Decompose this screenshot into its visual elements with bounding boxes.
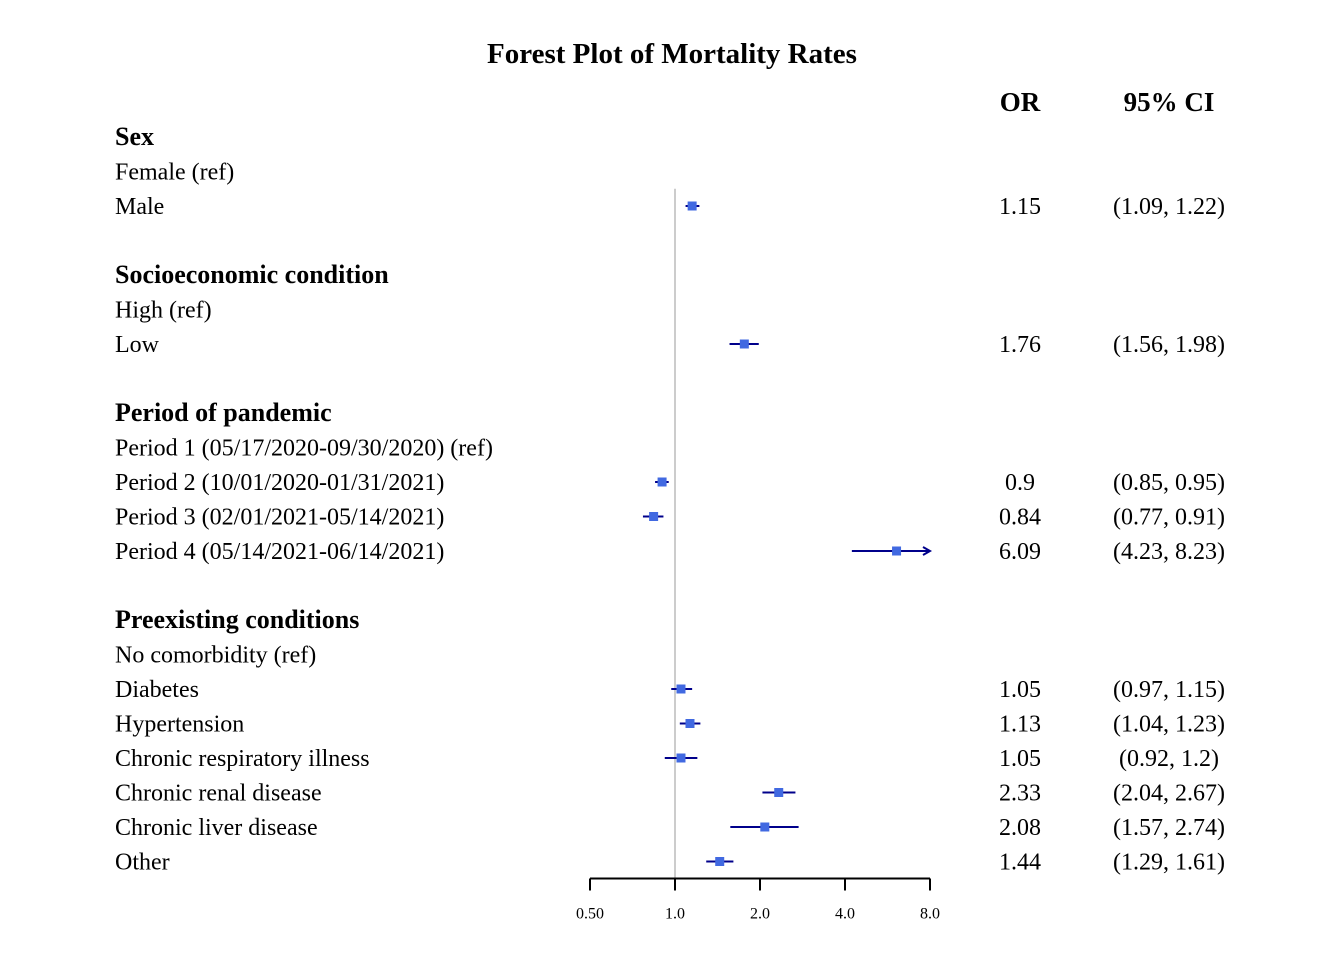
row-label: Hypertension [115, 712, 244, 738]
row-label: No comorbidity (ref) [115, 643, 316, 669]
ci-value: (1.09, 1.22) [1113, 194, 1225, 220]
row-label: High (ref) [115, 298, 212, 324]
row-label: Male [115, 194, 164, 220]
row-label: Chronic renal disease [115, 781, 322, 807]
ci-value: (1.57, 2.74) [1113, 815, 1225, 841]
x-tick-label: 1.0 [665, 906, 685, 923]
ci-value: (0.92, 1.2) [1119, 746, 1219, 772]
or-value: 1.05 [999, 746, 1041, 772]
or-value: 0.84 [999, 505, 1041, 531]
row-label: Female (ref) [115, 160, 234, 186]
or-value: 6.09 [999, 539, 1041, 565]
row-label: Period 4 (05/14/2021-06/14/2021) [115, 539, 444, 565]
ci-value: (4.23, 8.23) [1113, 539, 1225, 565]
row-label: Other [115, 850, 170, 876]
x-axis: 0.50 1.0 2.0 4.0 8.0 [576, 877, 940, 923]
ci-value: (0.85, 0.95) [1113, 470, 1225, 496]
row-label: Period 2 (10/01/2020-01/31/2021) [115, 470, 444, 496]
rows-layer: Sex Female (ref) Male 1.15 (1.09, 1.22) Socio… [115, 122, 1225, 879]
ci-value: (2.04, 2.67) [1113, 781, 1225, 807]
point-estimate [774, 788, 784, 797]
row-label: Period 1 (05/17/2020-09/30/2020) (ref) [115, 436, 493, 462]
group-heading: Sex [115, 122, 154, 151]
row-label: Chronic respiratory illness [115, 746, 370, 772]
point-estimate [760, 822, 770, 832]
x-tick-label: 8.0 [920, 906, 940, 923]
or-column-header: OR [1000, 87, 1041, 117]
ci-value: (1.29, 1.61) [1113, 850, 1225, 876]
ci-overflow-arrow [922, 546, 933, 556]
point-estimate [676, 753, 686, 763]
or-value: 0.9 [1005, 470, 1035, 496]
row-label: Diabetes [115, 677, 199, 703]
or-value: 2.08 [999, 815, 1041, 841]
or-value: 2.33 [999, 781, 1041, 807]
point-estimate [715, 857, 725, 866]
or-value: 1.44 [999, 850, 1041, 876]
or-value: 1.76 [999, 332, 1041, 358]
group-heading: Preexisting conditions [115, 605, 359, 634]
point-estimate [739, 339, 749, 349]
ci-value: (1.04, 1.23) [1113, 712, 1225, 738]
point-estimate [687, 201, 697, 211]
row-label: Chronic liver disease [115, 815, 318, 841]
point-estimate [685, 719, 695, 728]
group-heading: Period of pandemic [115, 398, 332, 427]
point-estimate [649, 512, 659, 521]
ci-value: (1.56, 1.98) [1113, 332, 1225, 358]
or-value: 1.13 [999, 712, 1041, 738]
row-label: Period 3 (02/01/2021-05/14/2021) [115, 505, 444, 531]
x-tick-label: 2.0 [750, 906, 770, 923]
group-heading: Socioeconomic condition [115, 260, 389, 289]
or-value: 1.05 [999, 677, 1041, 703]
point-estimate [676, 684, 686, 694]
ci-column-header: 95% CI [1124, 87, 1215, 117]
x-tick-label: 4.0 [835, 906, 855, 923]
ci-value: (0.97, 1.15) [1113, 677, 1225, 703]
point-estimate [657, 477, 667, 487]
row-label: Low [115, 332, 160, 358]
or-value: 1.15 [999, 194, 1041, 220]
ci-value: (0.77, 0.91) [1113, 505, 1225, 531]
x-tick-label: 0.50 [576, 906, 604, 923]
chart-title: Forest Plot of Mortality Rates [487, 38, 857, 70]
point-estimate [892, 546, 902, 556]
